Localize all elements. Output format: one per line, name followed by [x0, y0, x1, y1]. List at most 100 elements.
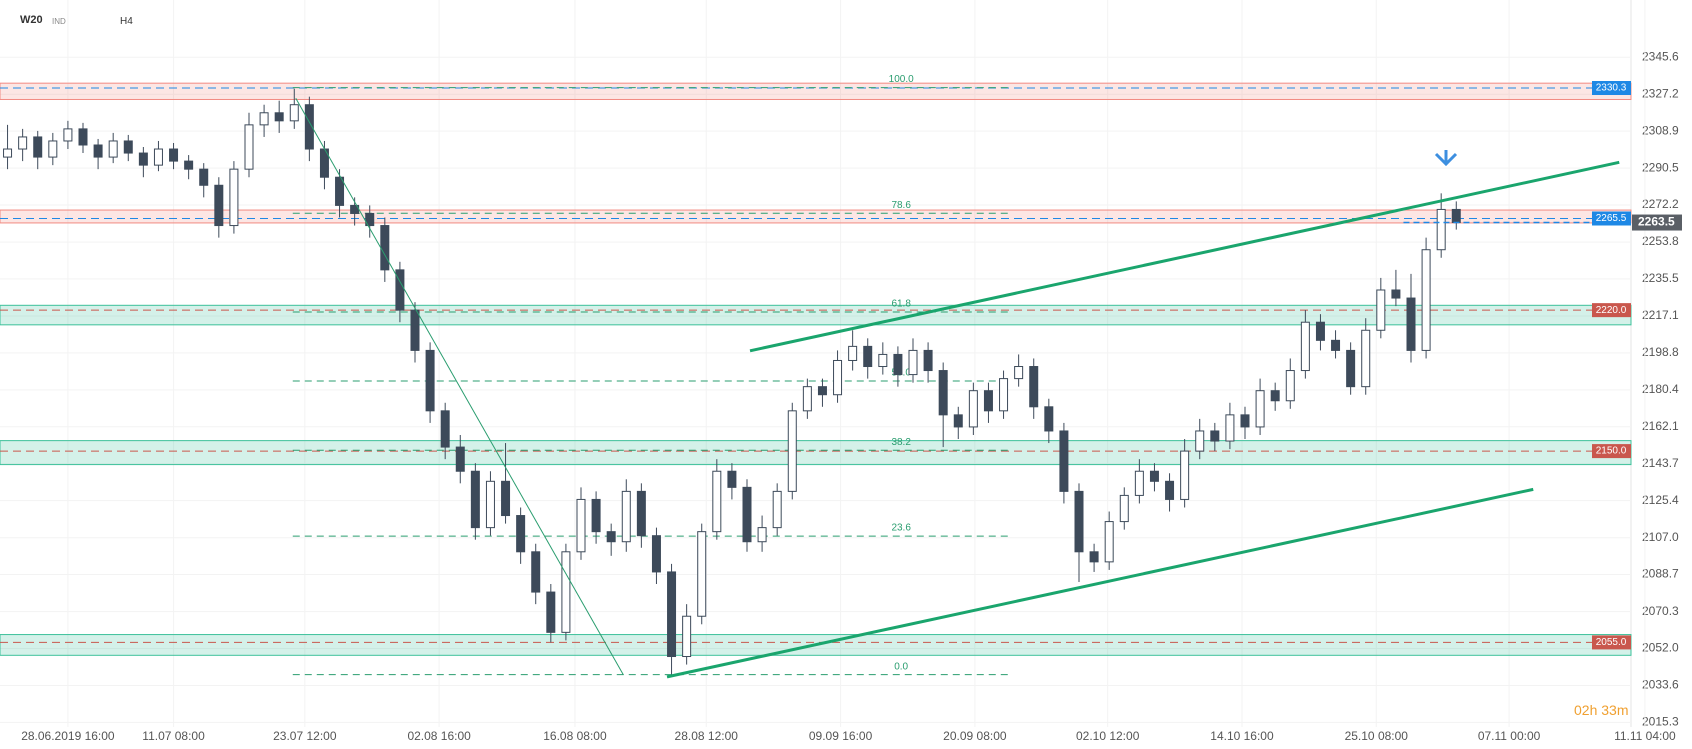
y-tick-label: 2162.1: [1642, 419, 1679, 433]
level-tag: [1592, 635, 1631, 650]
level-tag: [1592, 303, 1631, 318]
candle-body: [576, 498, 586, 553]
candle-body: [289, 104, 299, 122]
candle-body: [244, 124, 254, 170]
zone: [0, 82, 1632, 100]
fib-label: 0.0: [894, 661, 908, 672]
candle-body: [621, 490, 631, 543]
candle-body: [999, 378, 1009, 412]
candle-body: [1391, 289, 1401, 299]
x-tick-label: 11.07 08:00: [142, 729, 205, 743]
y-tick-label: 2253.8: [1642, 234, 1679, 248]
candle-body: [108, 140, 118, 158]
x-tick-label: 14.10 16:00: [1210, 729, 1274, 743]
candle-body: [63, 128, 73, 142]
candle-body: [138, 152, 148, 166]
y-tick-label: 2052.0: [1642, 641, 1679, 655]
y-tick-label: 2308.9: [1642, 123, 1679, 137]
fib-label: 100.0: [889, 74, 914, 85]
candle-body: [1104, 521, 1114, 563]
trend-line: [666, 487, 1534, 679]
candle-body: [651, 535, 661, 573]
y-tick-label: 2180.4: [1642, 382, 1679, 396]
candle-body: [863, 345, 873, 368]
candle-body: [787, 410, 797, 492]
candle-body: [1195, 430, 1205, 452]
candle-body: [470, 470, 480, 529]
candle-body: [1059, 430, 1069, 492]
candle-body: [365, 212, 375, 227]
x-tick-label: 25.10 08:00: [1345, 729, 1409, 743]
y-tick-label: 2015.3: [1642, 715, 1679, 729]
x-tick-label: 28.08 12:00: [675, 729, 739, 743]
candle-body: [153, 148, 163, 166]
candle-body: [18, 136, 28, 150]
candle-body: [425, 349, 435, 412]
candle-body: [485, 480, 495, 529]
countdown: 02h 33m: [1574, 702, 1629, 718]
candle-body: [335, 176, 345, 206]
fib-label: 78.6: [891, 200, 911, 211]
candle-body: [591, 498, 601, 533]
candle-body: [78, 128, 88, 146]
fib-label: 38.2: [891, 437, 911, 448]
y-tick-label: 2088.7: [1642, 567, 1679, 581]
y-tick-label: 2033.6: [1642, 678, 1679, 692]
candle-body: [1315, 321, 1325, 341]
candle-body: [1421, 249, 1431, 351]
candle-body: [1255, 390, 1265, 428]
candle-body: [395, 269, 405, 311]
symbol[interactable]: W20: [20, 14, 43, 26]
y-tick-label: 2327.2: [1642, 86, 1679, 100]
y-tick-label: 2235.5: [1642, 271, 1679, 285]
level-tag-label: 2265.5: [1596, 213, 1627, 224]
candle-body: [546, 591, 556, 633]
y-tick-label: 2272.2: [1642, 197, 1679, 211]
candle-body: [848, 345, 858, 361]
candle-body: [48, 140, 58, 158]
candle-body: [440, 410, 450, 448]
candle-body: [727, 470, 737, 488]
candle-body: [893, 353, 903, 376]
level-tag-label: 2330.3: [1596, 83, 1627, 94]
level-tag: [1592, 211, 1631, 226]
candle-body: [1225, 414, 1235, 442]
candle-body: [561, 551, 571, 633]
fib-label: 61.8: [891, 299, 911, 310]
candle-body: [33, 136, 43, 158]
y-tick-label: 2125.4: [1642, 493, 1679, 507]
sell-arrow: [1434, 150, 1458, 167]
candle-body: [1331, 339, 1341, 351]
candle-body: [983, 390, 993, 412]
candle-body: [1180, 450, 1190, 500]
candle-body: [1285, 370, 1295, 402]
candle-body: [1406, 297, 1416, 351]
x-tick-label: 09.09 16:00: [809, 729, 873, 743]
candle-body: [1029, 366, 1039, 408]
candle-body: [1074, 490, 1084, 553]
candle-body: [682, 615, 692, 658]
candle-body: [833, 359, 843, 396]
candle-body: [184, 160, 194, 170]
level-tag: [1592, 81, 1631, 96]
last-price-label: 2263.5: [1638, 215, 1675, 229]
fib-label: 23.6: [891, 523, 911, 534]
zone: [0, 440, 1632, 466]
candle-body: [1134, 470, 1144, 496]
candle-body: [968, 390, 978, 428]
interval[interactable]: H4: [120, 16, 133, 27]
x-tick-label: 11.11 04:00: [1614, 729, 1676, 743]
candle-body: [1149, 470, 1159, 482]
x-tick-label: 02.10 12:00: [1076, 729, 1140, 743]
candle-body: [1014, 366, 1024, 380]
y-tick-label: 2143.7: [1642, 456, 1679, 470]
y-tick-label: 2070.3: [1642, 604, 1679, 618]
candle-body: [802, 386, 812, 412]
candle-body: [742, 486, 752, 543]
candle-body: [259, 112, 269, 126]
candle-body: [1451, 208, 1461, 224]
candle-body: [1240, 414, 1250, 428]
candle-body: [667, 571, 677, 658]
candle-body: [123, 140, 133, 154]
zone: [0, 304, 1632, 326]
